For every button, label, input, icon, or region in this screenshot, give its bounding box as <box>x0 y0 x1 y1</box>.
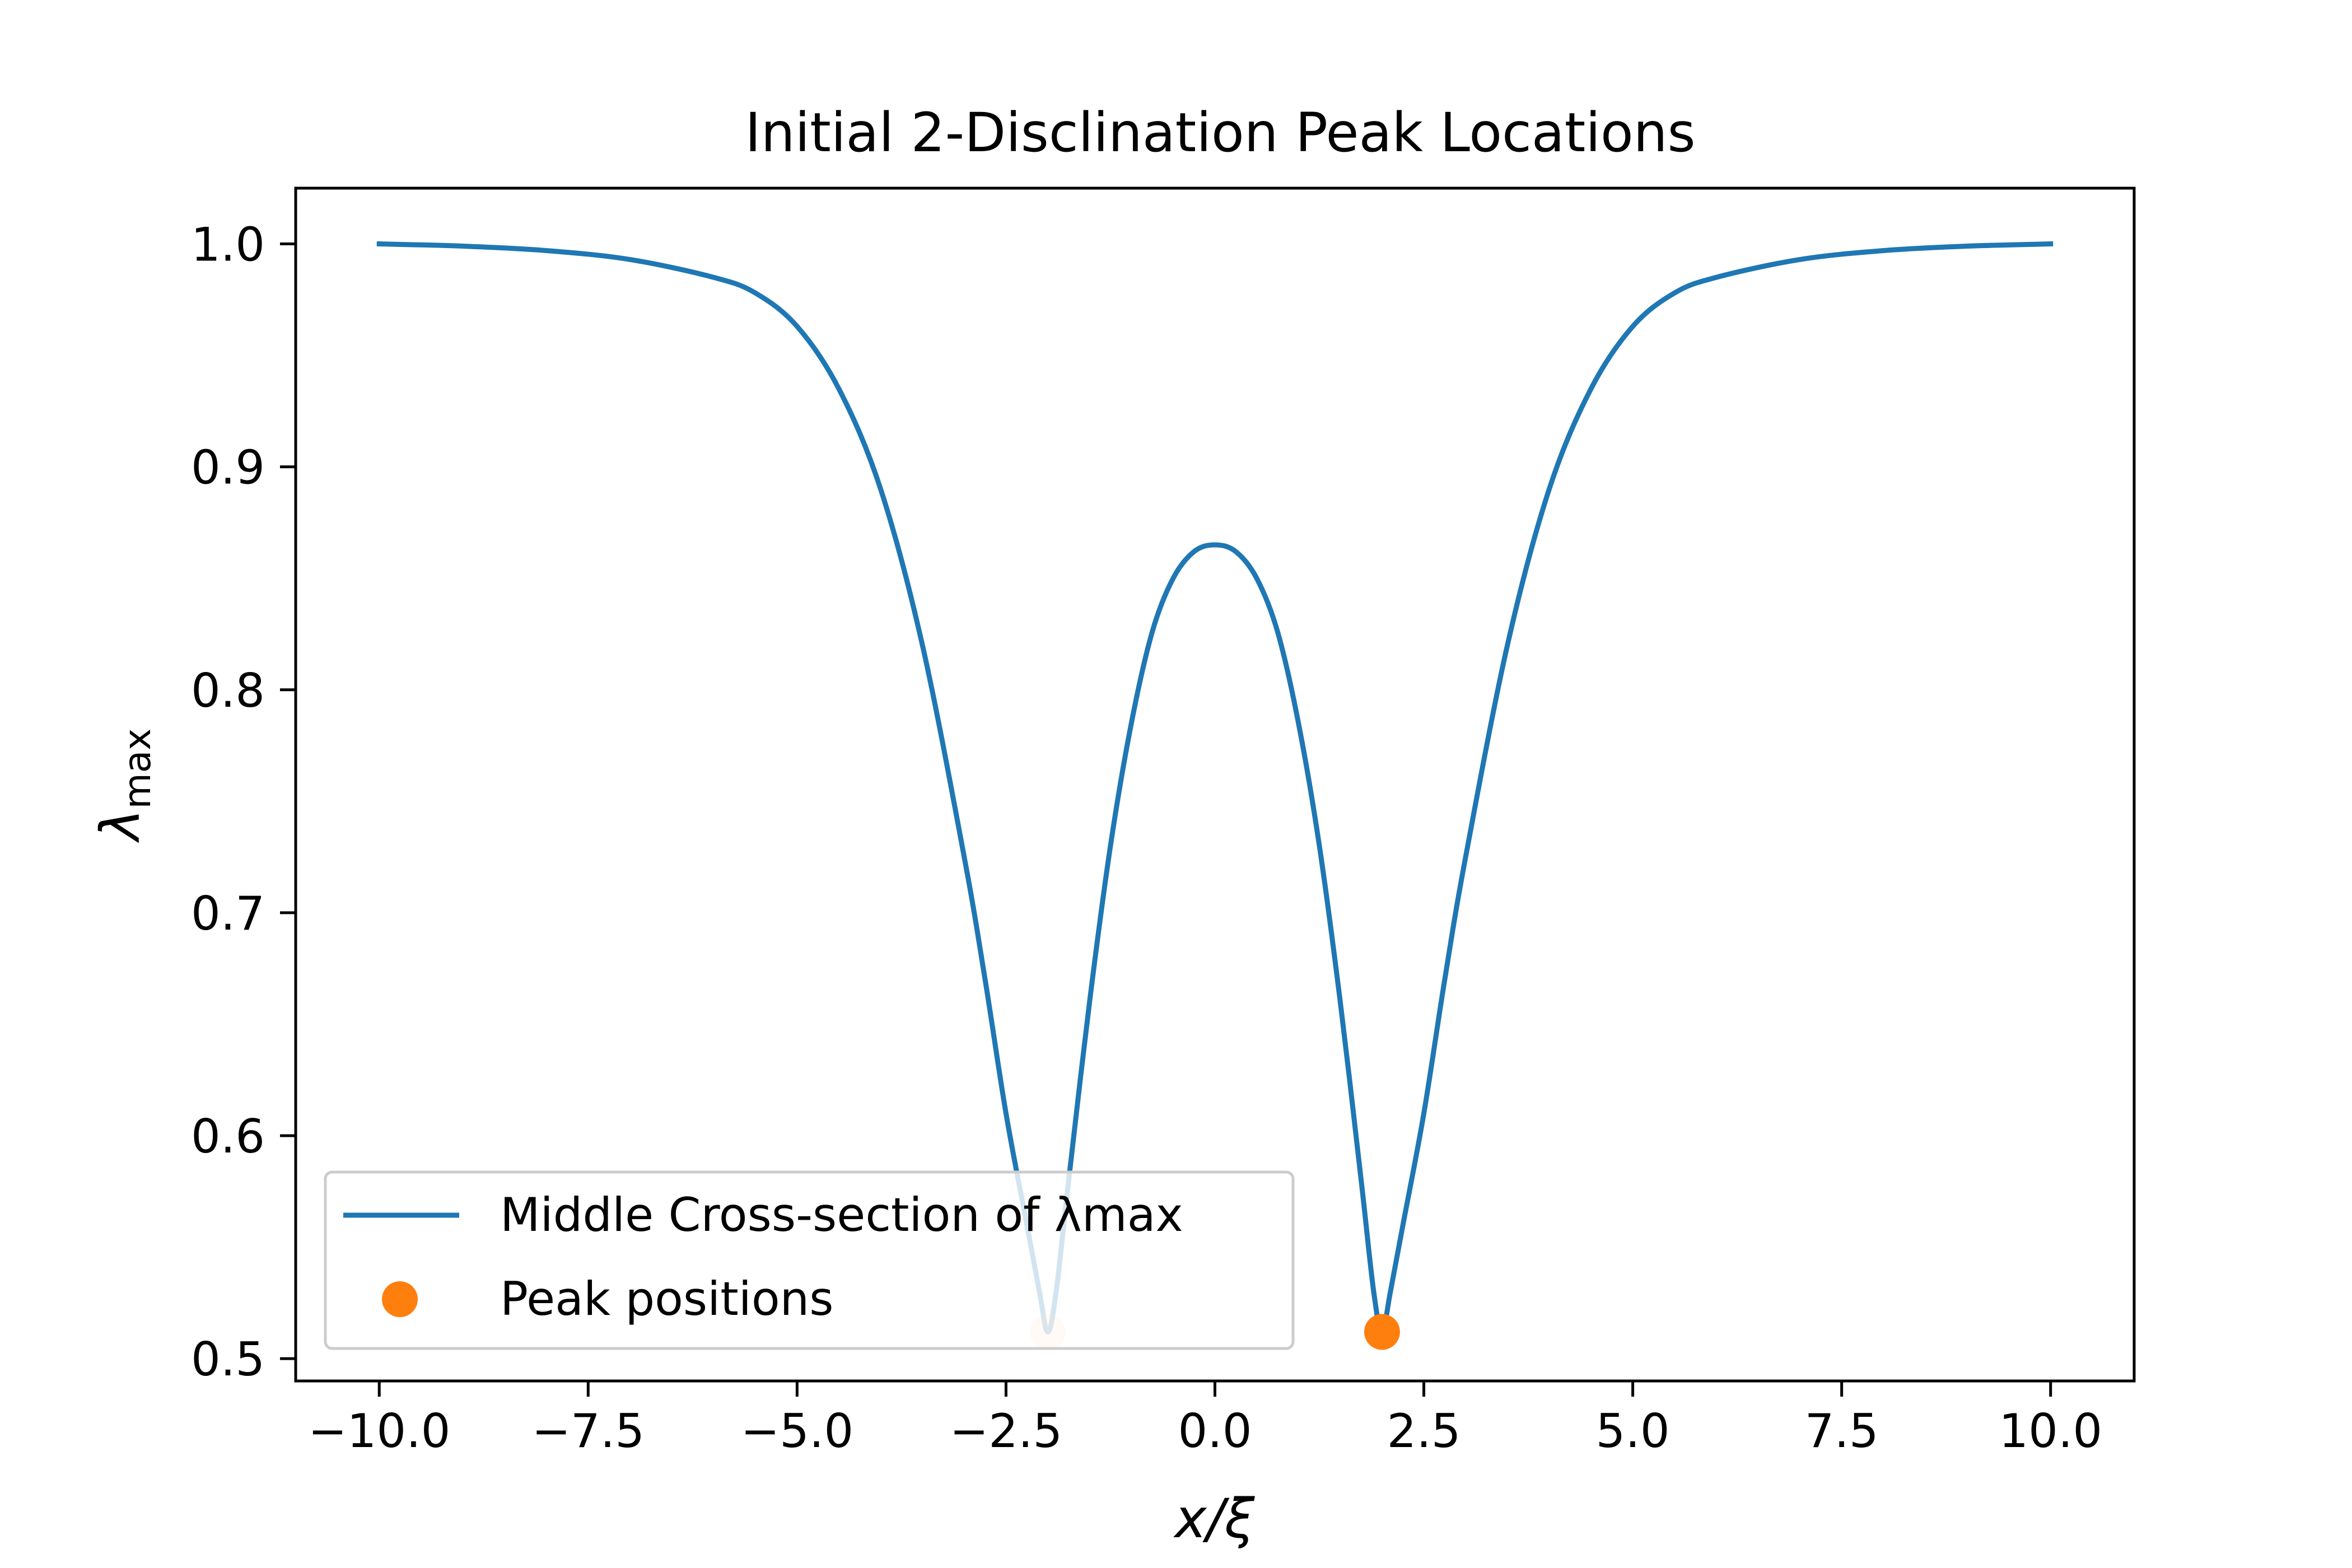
legend: Middle Cross-section of λmax Peak positi… <box>324 1170 1295 1350</box>
legend-label-line: Middle Cross-section of λmax <box>500 1188 1183 1242</box>
svg-text:λmax: λmax <box>89 729 159 844</box>
y-tick-label: 0.8 <box>191 664 265 718</box>
x-tick-label: 2.5 <box>1387 1404 1461 1458</box>
x-tick-label: 10.0 <box>1999 1404 2102 1458</box>
y-axis-label-symbol: λ <box>89 809 152 843</box>
y-axis-label: λmax <box>89 729 159 844</box>
legend-label-points: Peak positions <box>500 1272 833 1326</box>
peak-point <box>1364 1314 1400 1350</box>
y-ticks: 0.5 0.6 0.7 0.8 0.9 1.0 <box>191 218 296 1387</box>
y-tick-label: 0.6 <box>191 1109 265 1164</box>
x-tick-label: 0.0 <box>1178 1404 1252 1458</box>
x-tick-label: −2.5 <box>950 1404 1063 1458</box>
x-tick-label: 7.5 <box>1805 1404 1879 1458</box>
legend-marker-swatch <box>382 1281 418 1317</box>
x-tick-label: −10.0 <box>308 1404 450 1458</box>
y-tick-label: 0.7 <box>191 886 265 941</box>
plot-frame <box>294 186 2136 1383</box>
x-tick-label: −7.5 <box>532 1404 645 1458</box>
legend-box <box>324 1170 1295 1350</box>
y-tick-label: 1.0 <box>191 218 265 272</box>
y-tick-label: 0.5 <box>191 1332 265 1387</box>
x-axis-label: x/ξ <box>1173 1487 1256 1550</box>
x-tick-label: −5.0 <box>741 1404 854 1458</box>
y-axis-label-subscript: max <box>116 729 159 809</box>
x-tick-label: 5.0 <box>1596 1404 1670 1458</box>
chart-title: Initial 2-Disclination Peak Locations <box>745 101 1695 164</box>
series-line-lambda-max <box>376 241 2054 1334</box>
x-ticks: −10.0 −7.5 −5.0 −2.5 0.0 2.5 5.0 7.5 10.0 <box>308 1381 2102 1458</box>
y-tick-label: 0.9 <box>191 441 265 495</box>
